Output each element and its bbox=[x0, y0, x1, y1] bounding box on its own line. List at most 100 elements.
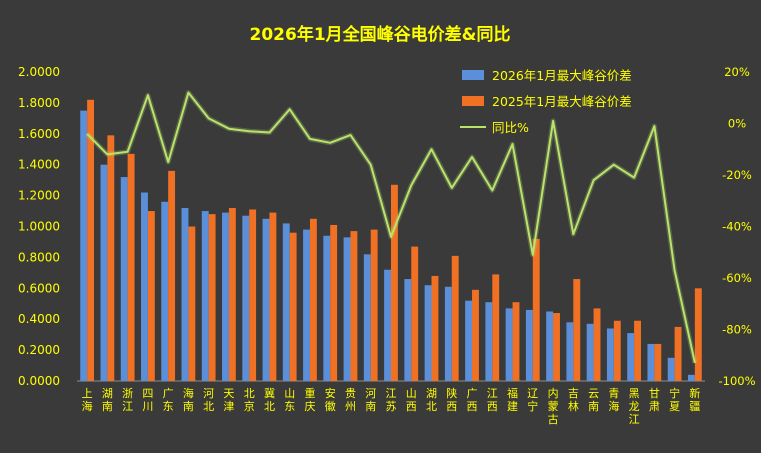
bar bbox=[262, 218, 270, 381]
bar bbox=[532, 238, 540, 381]
bar bbox=[465, 300, 473, 381]
y-tick-label: 1.2000 bbox=[18, 189, 60, 203]
bar bbox=[512, 302, 520, 381]
x-tick-label: 广东 bbox=[163, 387, 174, 413]
x-tick-label: 陕西 bbox=[446, 386, 457, 413]
line-layer bbox=[85, 90, 698, 364]
bar bbox=[188, 226, 196, 381]
x-tick-label: 湖南 bbox=[102, 387, 113, 413]
bar bbox=[391, 184, 398, 381]
x-tick-label: 黑龙江 bbox=[629, 387, 640, 426]
x-tick-label: 贵州 bbox=[345, 387, 356, 413]
bar bbox=[627, 333, 635, 381]
bar bbox=[100, 164, 108, 381]
bar bbox=[634, 320, 641, 381]
bar bbox=[289, 232, 297, 381]
bar bbox=[525, 309, 533, 381]
bar bbox=[444, 286, 452, 381]
y2-tick-label: 20% bbox=[724, 65, 750, 79]
x-tick-label: 甘肃 bbox=[649, 387, 660, 413]
bar bbox=[654, 343, 662, 381]
bar bbox=[269, 212, 277, 381]
bar bbox=[573, 279, 581, 381]
bar bbox=[181, 207, 189, 381]
bar bbox=[168, 170, 176, 381]
bar bbox=[208, 214, 216, 381]
bar bbox=[431, 275, 439, 381]
bars-layer bbox=[80, 99, 702, 381]
axes-layer: 0.0000 0.2000 0.4000 0.6000 0.8000 1.0000 1.20… bbox=[18, 65, 756, 426]
bar bbox=[606, 328, 614, 381]
y2-tick-label: 0% bbox=[728, 117, 746, 131]
x-tick-label: 河南 bbox=[365, 387, 376, 413]
x-tick-label: 江苏 bbox=[386, 387, 397, 413]
x-tick-label: 海南 bbox=[183, 386, 194, 413]
y-tick-label: 1.8000 bbox=[18, 96, 60, 110]
bar bbox=[107, 135, 115, 381]
bar bbox=[147, 211, 155, 381]
x-tick-label: 广西 bbox=[467, 387, 478, 413]
y-tick-label: 0.4000 bbox=[18, 312, 60, 326]
bar bbox=[80, 110, 88, 381]
bar bbox=[120, 177, 128, 381]
y2-tick-label: -60% bbox=[722, 271, 752, 285]
bar bbox=[505, 308, 513, 381]
bar bbox=[201, 211, 209, 381]
x-tick-label: 天津 bbox=[223, 387, 234, 413]
bar bbox=[472, 289, 479, 381]
x-tick-label: 辽宁 bbox=[527, 387, 538, 413]
bar bbox=[282, 223, 290, 381]
legend-label: 2025年1月最大峰谷价差 bbox=[492, 94, 632, 109]
bar bbox=[553, 313, 560, 381]
y-tick-label: 1.0000 bbox=[18, 220, 60, 234]
bar bbox=[370, 229, 378, 381]
legend-swatch bbox=[462, 70, 484, 80]
x-tick-label: 四川 bbox=[142, 387, 153, 413]
bar bbox=[586, 323, 594, 381]
bar bbox=[404, 279, 412, 381]
x-tick-label: 内蒙古 bbox=[548, 386, 559, 426]
bar bbox=[384, 269, 391, 381]
chart-title: 2026年1月全国峰谷电价差&同比 bbox=[250, 24, 511, 45]
y-tick-label: 2.0000 bbox=[18, 65, 60, 79]
series-line bbox=[86, 91, 696, 364]
y-tick-label: 0.0000 bbox=[18, 374, 60, 388]
bar bbox=[593, 308, 601, 381]
bar bbox=[492, 274, 500, 381]
y-tick-label: 0.8000 bbox=[18, 250, 60, 264]
bar bbox=[687, 374, 695, 381]
x-tick-label: 吉林 bbox=[568, 387, 579, 413]
x-tick-label: 重庆 bbox=[304, 386, 315, 413]
y-tick-label: 0.6000 bbox=[18, 281, 60, 295]
bar bbox=[613, 320, 621, 381]
bar bbox=[647, 343, 655, 381]
y2-tick-label: -80% bbox=[722, 323, 752, 337]
y-tick-label: 0.2000 bbox=[18, 343, 60, 357]
bar bbox=[363, 254, 371, 381]
bar bbox=[141, 192, 148, 381]
x-tick-label: 山东 bbox=[284, 387, 295, 413]
y-tick-label: 1.4000 bbox=[18, 158, 60, 172]
y2-tick-label: -20% bbox=[722, 168, 752, 182]
bar bbox=[451, 255, 459, 381]
bar bbox=[161, 201, 169, 381]
legend-label: 同比% bbox=[492, 120, 529, 135]
x-tick-label: 宁夏 bbox=[669, 386, 680, 413]
bar bbox=[228, 207, 236, 381]
bar bbox=[694, 288, 702, 381]
x-tick-label: 云南 bbox=[588, 387, 599, 413]
legend-swatch bbox=[462, 96, 484, 106]
x-tick-label: 安徽 bbox=[325, 386, 336, 413]
x-tick-label: 江西 bbox=[487, 387, 498, 413]
bar bbox=[242, 215, 250, 381]
y2-tick-label: -100% bbox=[718, 374, 755, 388]
bar bbox=[411, 246, 419, 381]
x-tick-label: 浙江 bbox=[122, 387, 133, 413]
x-tick-label: 上海 bbox=[82, 387, 93, 413]
bar bbox=[87, 99, 95, 381]
bar bbox=[330, 224, 338, 381]
x-tick-label: 新疆 bbox=[689, 386, 700, 413]
